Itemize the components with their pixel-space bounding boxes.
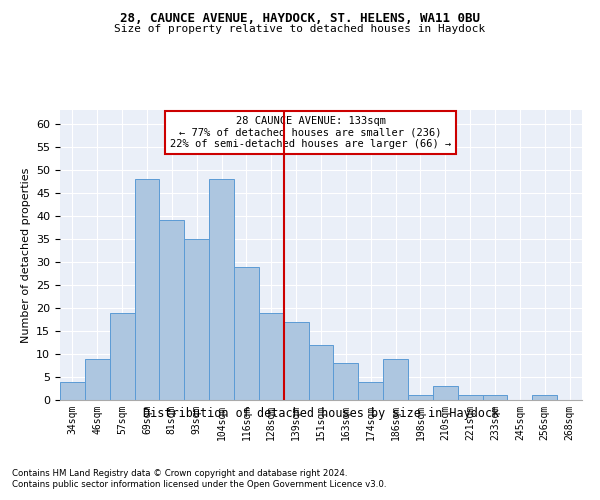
Bar (110, 312, 134, 400)
Bar (433, 386, 458, 400)
Bar (85, 358, 110, 400)
Bar (334, 363, 358, 400)
Bar (60, 382, 85, 400)
Bar (408, 396, 433, 400)
Bar (358, 382, 383, 400)
Bar (259, 312, 284, 400)
Text: Distribution of detached houses by size in Haydock: Distribution of detached houses by size … (143, 408, 499, 420)
Text: Contains HM Land Registry data © Crown copyright and database right 2024.: Contains HM Land Registry data © Crown c… (12, 469, 347, 478)
Bar (284, 322, 308, 400)
Bar (532, 396, 557, 400)
Y-axis label: Number of detached properties: Number of detached properties (20, 168, 31, 342)
Bar (458, 396, 482, 400)
Bar (482, 396, 508, 400)
Bar (234, 266, 259, 400)
Bar (308, 345, 334, 400)
Text: 28, CAUNCE AVENUE, HAYDOCK, ST. HELENS, WA11 0BU: 28, CAUNCE AVENUE, HAYDOCK, ST. HELENS, … (120, 12, 480, 26)
Text: 28 CAUNCE AVENUE: 133sqm
← 77% of detached houses are smaller (236)
22% of semi-: 28 CAUNCE AVENUE: 133sqm ← 77% of detach… (170, 116, 451, 149)
Bar (383, 358, 408, 400)
Text: Size of property relative to detached houses in Haydock: Size of property relative to detached ho… (115, 24, 485, 34)
Bar (184, 239, 209, 400)
Bar (134, 179, 160, 400)
Bar (209, 179, 234, 400)
Text: Contains public sector information licensed under the Open Government Licence v3: Contains public sector information licen… (12, 480, 386, 489)
Bar (160, 220, 184, 400)
